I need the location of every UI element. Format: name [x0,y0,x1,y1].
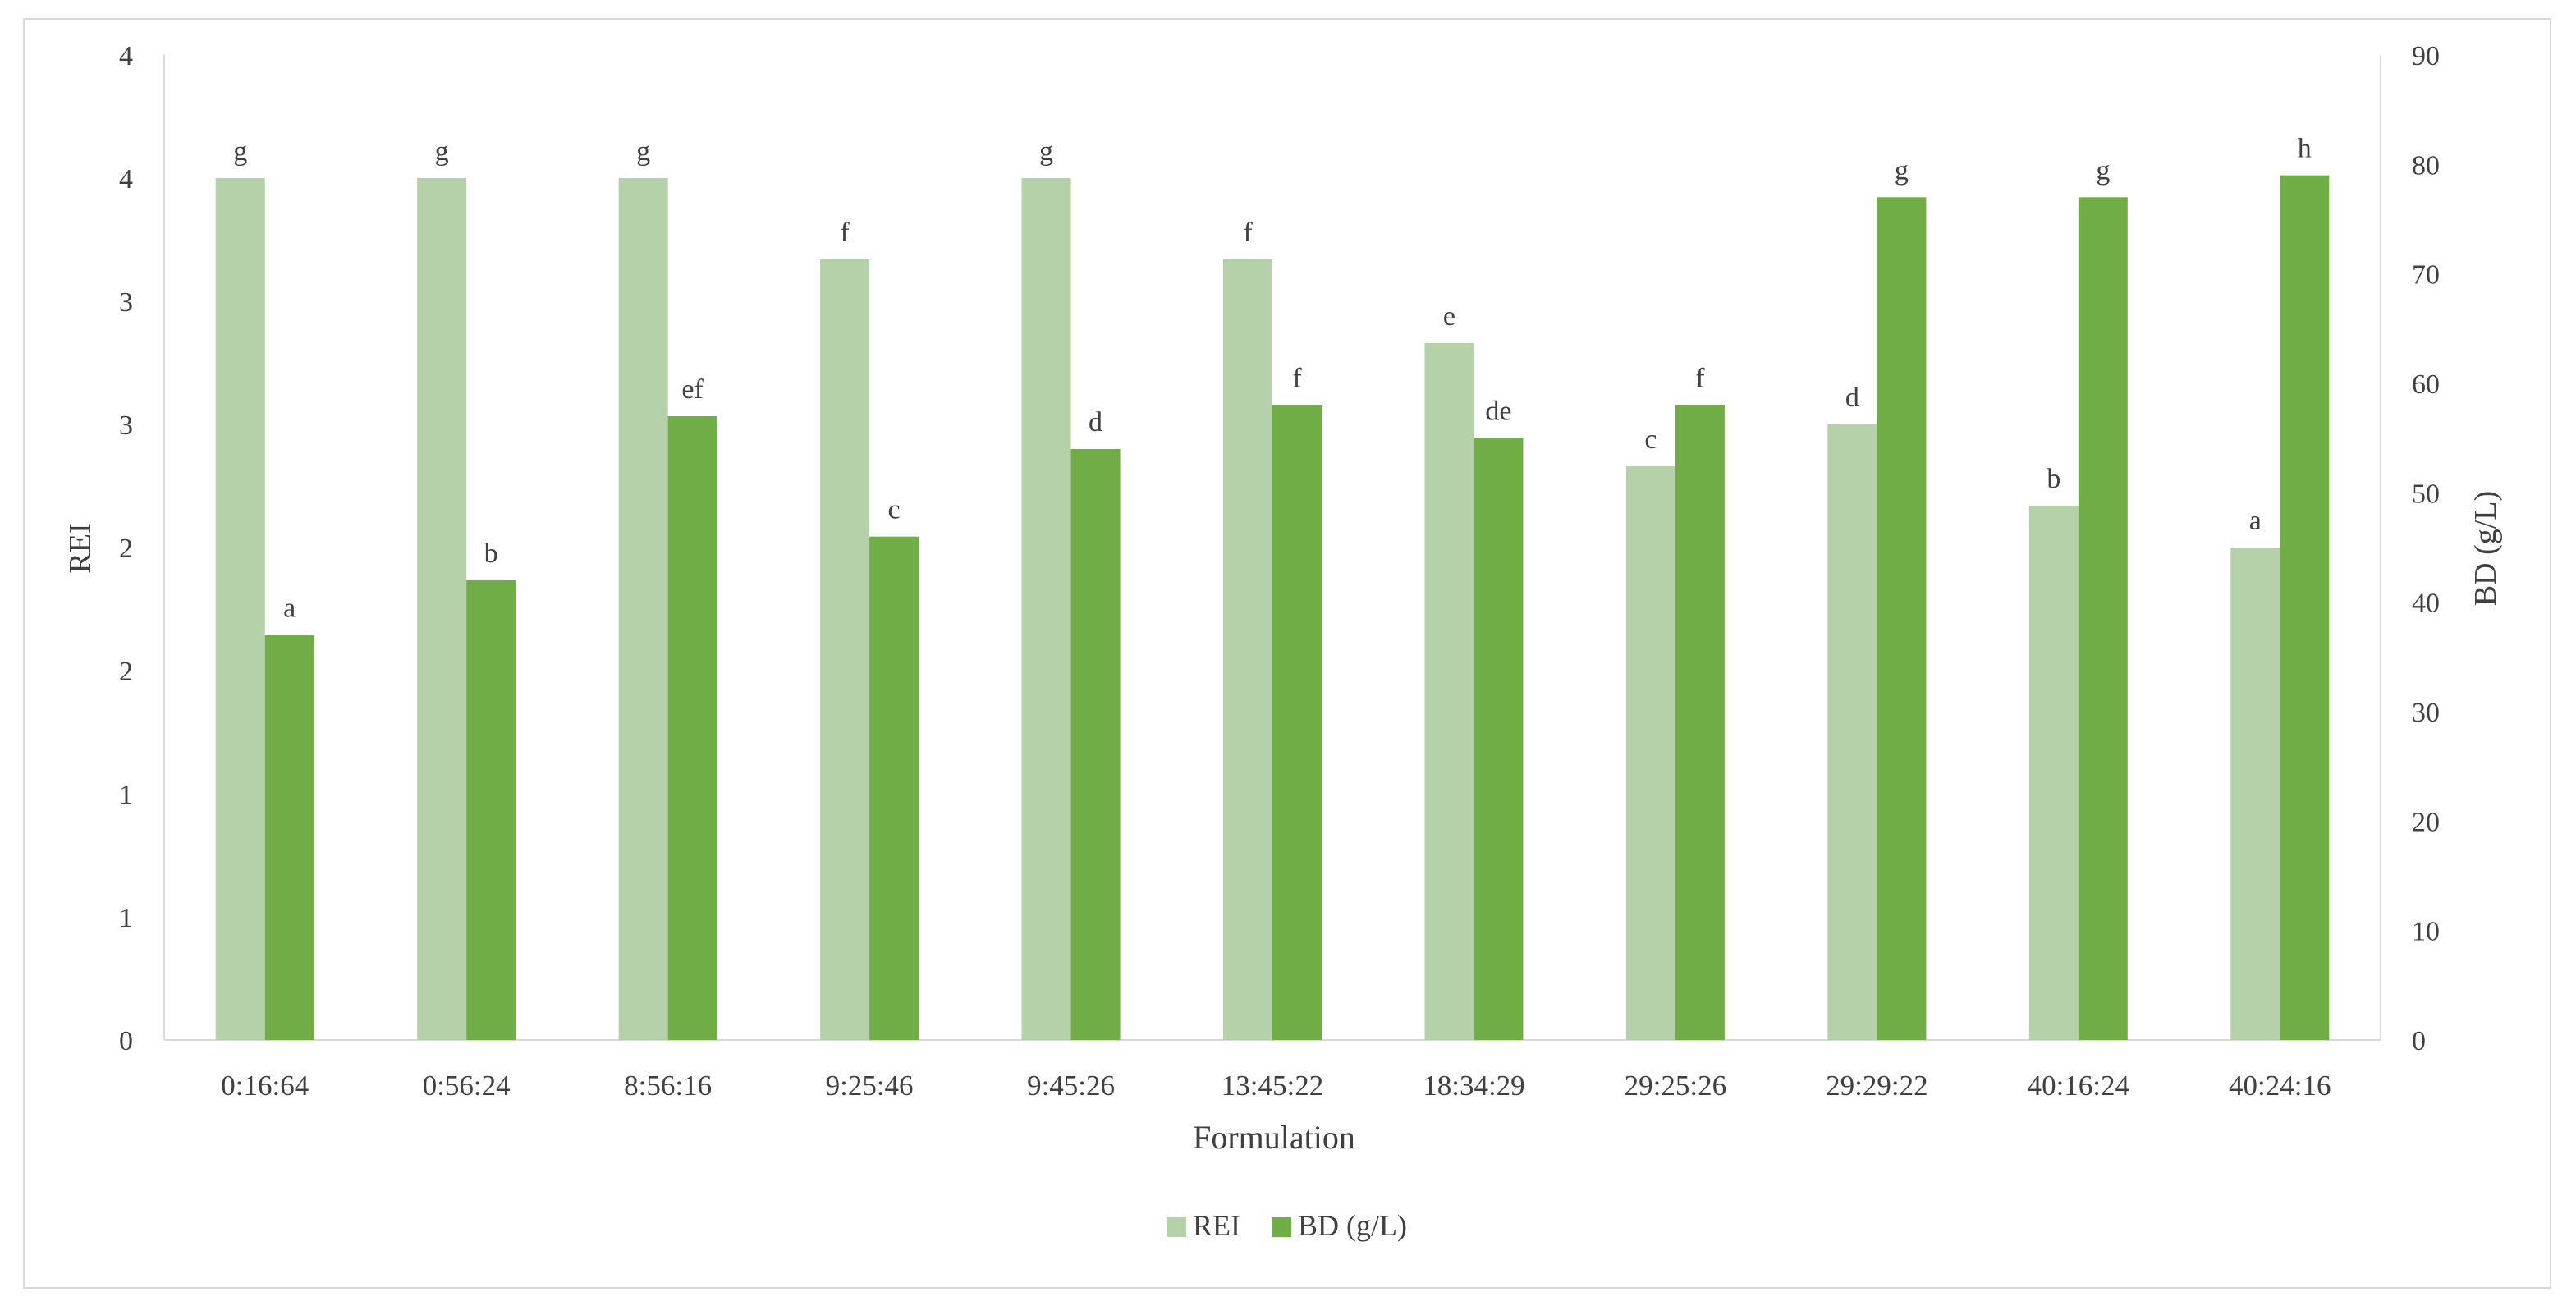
y-right-tick-label: 40 [2412,589,2440,619]
bar-bd [264,635,314,1040]
y-right-tick-label: 20 [2412,807,2440,837]
y-right-tick-label: 80 [2412,150,2440,181]
bar-rei [1223,259,1272,1040]
data-label-rei: f [1243,218,1253,248]
x-tick-label: 29:25:26 [1625,1070,1726,1102]
x-tick-label: 9:25:46 [826,1070,914,1102]
y-right-tick-label: 50 [2412,479,2440,509]
bar-bd [869,536,919,1040]
bar-bd [667,416,717,1040]
y-right-tick-label: 70 [2412,260,2440,291]
data-label-bd: c [888,495,901,525]
data-label-bd: h [2298,134,2312,164]
legend-label-rei: REI [1193,1209,1240,1242]
data-label-rei: f [840,218,850,248]
bar-bd [1675,405,1725,1041]
y-left-tick-label: 4 [119,164,133,195]
bar-rei [1424,343,1474,1040]
data-label-rei: g [1039,136,1053,167]
data-label-bd: a [283,593,296,624]
y-right-tick-label: 90 [2412,41,2440,71]
data-label-rei: b [2047,464,2060,494]
bar-rei [1021,178,1071,1040]
x-tick-label: 29:29:22 [1826,1070,1927,1102]
data-label-bd: f [1695,364,1705,394]
y-right-tick-label: 0 [2412,1026,2426,1056]
chart-frame [23,18,2551,1289]
data-label-bd: ef [681,374,704,405]
legend-swatch-bd [1272,1217,1291,1237]
bar-rei [1827,424,1877,1040]
y-right-tick-label: 30 [2412,698,2440,728]
bar-rei [2028,506,2079,1040]
y-right-tick-label: 10 [2412,917,2440,947]
bar-bd [1070,449,1121,1040]
bar-bd [466,580,516,1040]
y-axis-right-label: BD (g/L) [2468,491,2503,606]
y-left-tick-label: 0 [119,1026,133,1056]
y-axis-left-label: REI [63,523,98,573]
y-left-tick-label: 1 [119,780,133,810]
data-label-rei: d [1845,383,1859,413]
x-tick-label: 18:34:29 [1423,1070,1524,1102]
y-left-tick-label: 2 [119,657,133,687]
legend-swatch-rei [1167,1217,1186,1237]
data-label-rei: a [2249,506,2262,536]
x-axis-label: Formulation [1193,1119,1355,1156]
x-tick-label: 0:16:64 [221,1070,309,1102]
bar-rei [215,178,265,1040]
y-left-tick-label: 1 [119,903,133,933]
bar-rei [1625,466,1675,1040]
data-label-bd: b [484,538,498,569]
data-label-rei: g [233,136,247,167]
bar-bd [1272,405,1322,1041]
data-label-rei: g [636,136,650,167]
bar-rei [618,178,668,1040]
legend: REI BD (g/L) [1167,1209,1407,1242]
x-tick-label: 0:56:24 [423,1070,511,1102]
bar-bd [1474,438,1524,1040]
y-left-tick-label: 3 [119,410,133,441]
bar-bd [2078,197,2128,1040]
bar-bd [1877,197,1927,1040]
y-right-tick-label: 60 [2412,369,2440,400]
x-tick-label: 40:24:16 [2229,1070,2331,1102]
x-tick-label: 40:16:24 [2028,1070,2129,1102]
data-label-bd: g [2096,155,2110,186]
bar-rei [417,178,467,1040]
data-label-bd: f [1292,364,1302,394]
legend-label-bd: BD (g/L) [1298,1209,1407,1242]
y-left-tick-label: 2 [119,534,133,564]
data-label-bd: de [1485,396,1511,427]
bar-rei [2230,548,2280,1040]
bar-rei [820,259,870,1040]
x-tick-label: 13:45:22 [1222,1070,1323,1102]
bar-bd [2280,175,2330,1041]
data-label-rei: g [435,136,449,167]
x-tick-label: 8:56:16 [624,1070,712,1102]
data-label-rei: c [1644,424,1657,455]
data-label-rei: e [1443,301,1455,332]
data-label-bd: d [1089,407,1102,438]
data-label-bd: g [1895,155,1909,186]
x-tick-label: 9:45:26 [1027,1070,1115,1102]
y-left-tick-label: 4 [119,41,133,71]
y-left-tick-label: 3 [119,287,133,318]
